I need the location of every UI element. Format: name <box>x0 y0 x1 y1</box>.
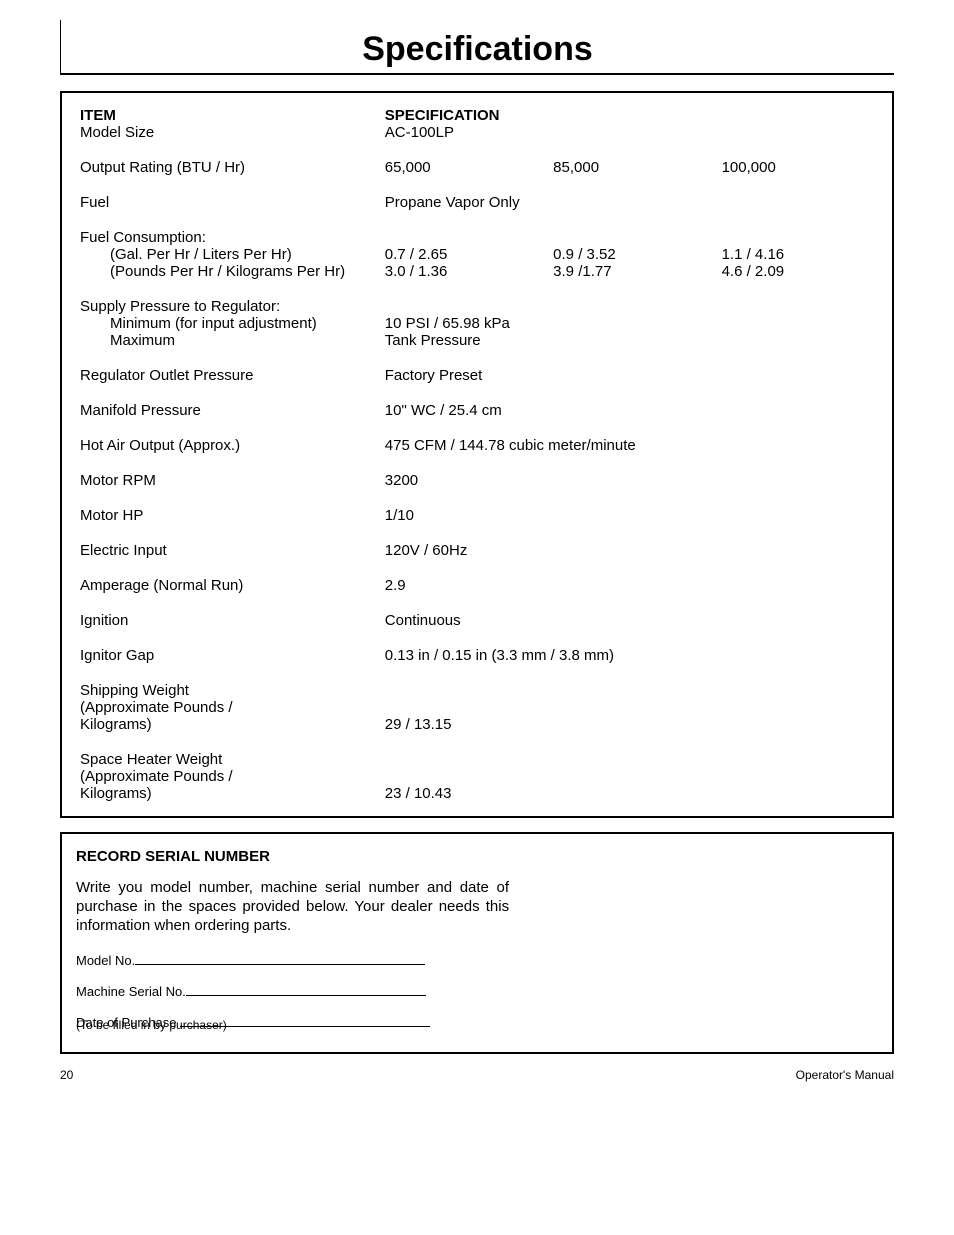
row-fuel: Fuel Propane Vapor Only <box>76 194 878 211</box>
doc-title: Operator's Manual <box>796 1068 894 1082</box>
row-shipw1: Shipping Weight <box>76 682 878 699</box>
row-amp: Amperage (Normal Run) 2.9 <box>76 577 878 594</box>
spec-table: ITEM SPECIFICATION Model Size AC-100LP O… <box>76 107 878 802</box>
page-title: Specifications <box>362 30 593 68</box>
serial-box: RECORD SERIAL NUMBER Write you model num… <box>60 832 894 1054</box>
row-heatw3: Kilograms) 23 / 10.43 <box>76 785 878 802</box>
machine-serial-blank[interactable] <box>186 995 426 996</box>
page-number: 20 <box>60 1068 73 1082</box>
row-output: Output Rating (BTU / Hr) 65,000 85,000 1… <box>76 159 878 176</box>
row-supply-hdr: Supply Pressure to Regulator: <box>76 298 878 315</box>
model-no-blank[interactable] <box>135 964 425 965</box>
row-fuelcons-gal: (Gal. Per Hr / Liters Per Hr) 0.7 / 2.65… <box>76 246 878 263</box>
row-supply-max: Maximum Tank Pressure <box>76 332 878 349</box>
row-fuelcons-hdr: Fuel Consumption: <box>76 229 878 246</box>
serial-title: RECORD SERIAL NUMBER <box>76 848 878 865</box>
row-hotair: Hot Air Output (Approx.) 475 CFM / 144.7… <box>76 437 878 454</box>
row-fuelcons-lb: (Pounds Per Hr / Kilograms Per Hr) 3.0 /… <box>76 263 878 280</box>
serial-text: Write you model number, machine serial n… <box>76 879 509 935</box>
row-ignition: Ignition Continuous <box>76 612 878 629</box>
machine-serial-line: Machine Serial No. <box>76 984 878 999</box>
hdr-spec: SPECIFICATION <box>381 107 549 124</box>
spec-box: ITEM SPECIFICATION Model Size AC-100LP O… <box>60 91 894 818</box>
row-regout: Regulator Outlet Pressure Factory Preset <box>76 367 878 384</box>
purchaser-note: (To be filled in by purchaser) <box>76 1018 878 1032</box>
header-row: ITEM SPECIFICATION <box>76 107 878 124</box>
model-no-label: Model No. <box>76 953 135 968</box>
row-manifold: Manifold Pressure 10" WC / 25.4 cm <box>76 402 878 419</box>
row-heatw1: Space Heater Weight <box>76 751 878 768</box>
machine-serial-label: Machine Serial No. <box>76 984 186 999</box>
footer: 20 Operator's Manual <box>60 1068 894 1082</box>
row-model: Model Size AC-100LP <box>76 124 878 141</box>
hdr-item: ITEM <box>76 107 381 124</box>
row-heatw2: (Approximate Pounds / <box>76 768 878 785</box>
row-rpm: Motor RPM 3200 <box>76 472 878 489</box>
row-supply-min: Minimum (for input adjustment) 10 PSI / … <box>76 315 878 332</box>
row-ignitor-gap: Ignitor Gap 0.13 in / 0.15 in (3.3 mm / … <box>76 647 878 664</box>
row-shipw3: Kilograms) 29 / 13.15 <box>76 716 878 733</box>
row-elec: Electric Input 120V / 60Hz <box>76 542 878 559</box>
model-no-line: Model No. <box>76 953 878 968</box>
title-bar: Specifications <box>60 20 894 75</box>
row-hp: Motor HP 1/10 <box>76 507 878 524</box>
row-shipw2: (Approximate Pounds / <box>76 699 878 716</box>
